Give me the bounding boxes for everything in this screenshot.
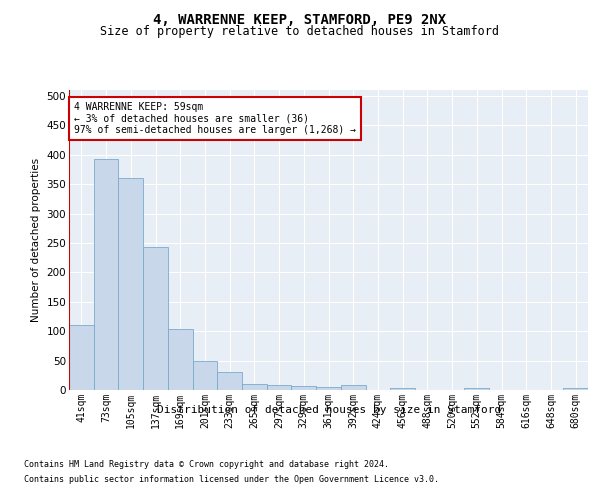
Text: Contains HM Land Registry data © Crown copyright and database right 2024.: Contains HM Land Registry data © Crown c… — [24, 460, 389, 469]
Text: Contains public sector information licensed under the Open Government Licence v3: Contains public sector information licen… — [24, 475, 439, 484]
Y-axis label: Number of detached properties: Number of detached properties — [31, 158, 41, 322]
Bar — [563, 388, 588, 390]
Bar — [267, 384, 292, 390]
Text: Distribution of detached houses by size in Stamford: Distribution of detached houses by size … — [157, 405, 501, 415]
Bar — [69, 326, 94, 390]
Bar — [193, 360, 217, 390]
Bar — [464, 388, 489, 390]
Bar — [292, 386, 316, 390]
Text: 4, WARRENNE KEEP, STAMFORD, PE9 2NX: 4, WARRENNE KEEP, STAMFORD, PE9 2NX — [154, 12, 446, 26]
Text: Size of property relative to detached houses in Stamford: Size of property relative to detached ho… — [101, 25, 499, 38]
Bar — [94, 159, 118, 390]
Bar — [118, 178, 143, 390]
Text: 4 WARRENNE KEEP: 59sqm
← 3% of detached houses are smaller (36)
97% of semi-deta: 4 WARRENNE KEEP: 59sqm ← 3% of detached … — [74, 102, 356, 135]
Bar — [143, 247, 168, 390]
Bar — [341, 386, 365, 390]
Bar — [390, 388, 415, 390]
Bar — [242, 384, 267, 390]
Bar — [316, 387, 341, 390]
Bar — [168, 329, 193, 390]
Bar — [217, 372, 242, 390]
